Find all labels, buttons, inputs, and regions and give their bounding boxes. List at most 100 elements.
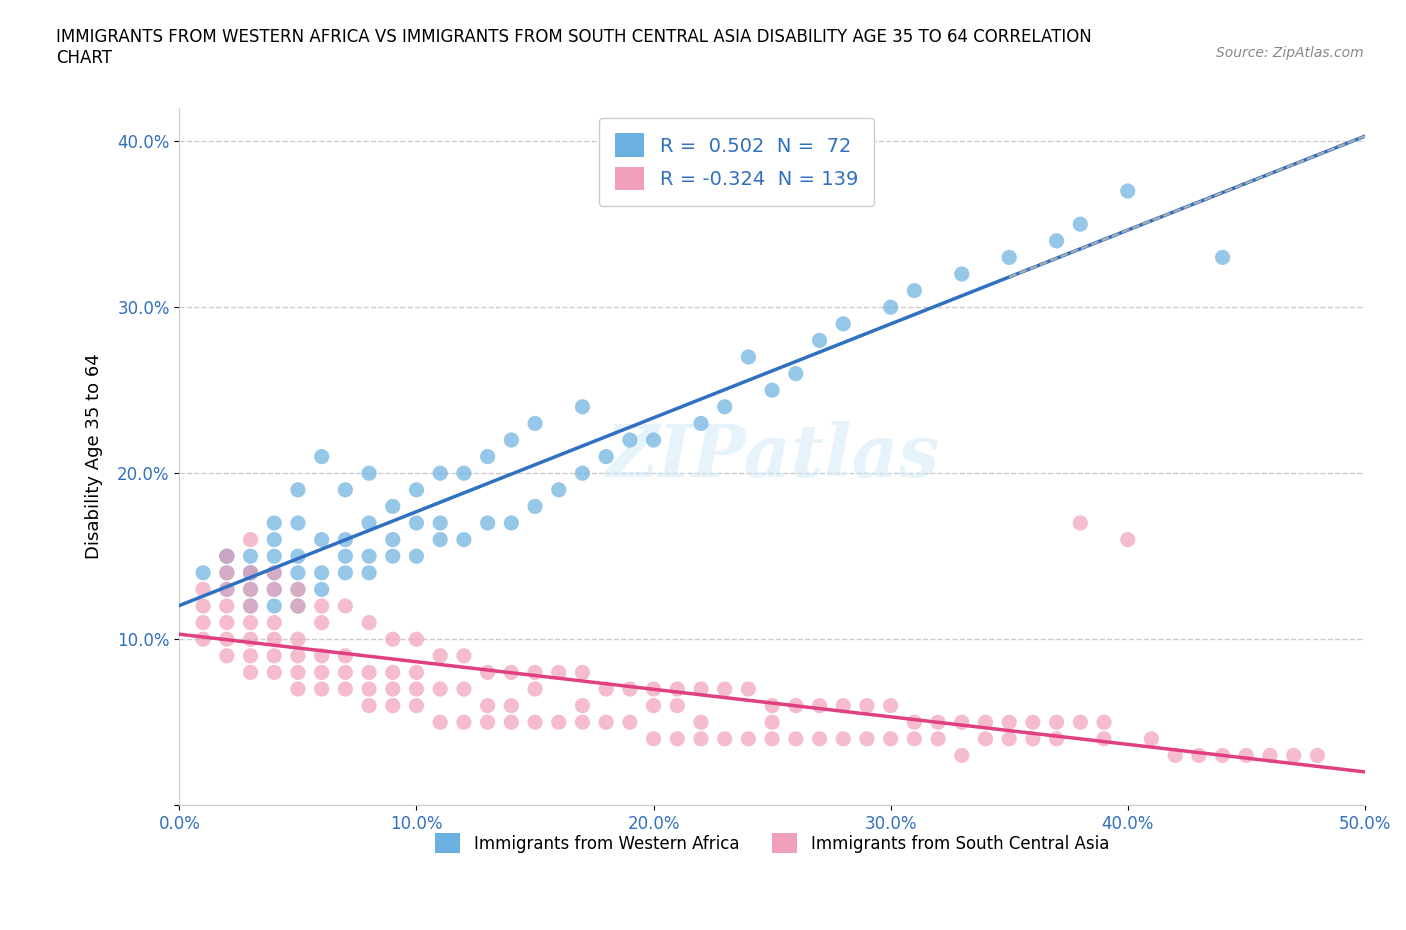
Point <box>808 731 831 746</box>
Point <box>1045 715 1067 730</box>
Point <box>263 582 285 597</box>
Point <box>453 682 475 697</box>
Point <box>619 715 641 730</box>
Point <box>311 665 333 680</box>
Point <box>643 731 665 746</box>
Point <box>405 698 427 713</box>
Text: ZIPatlas: ZIPatlas <box>605 421 939 492</box>
Point <box>477 449 499 464</box>
Point <box>595 682 617 697</box>
Point <box>501 665 523 680</box>
Point <box>547 715 569 730</box>
Point <box>263 532 285 547</box>
Point <box>239 549 262 564</box>
Point <box>477 698 499 713</box>
Point <box>263 565 285 580</box>
Point <box>287 682 309 697</box>
Point <box>215 582 238 597</box>
Point <box>263 631 285 646</box>
Point <box>1069 217 1091 232</box>
Point <box>927 715 949 730</box>
Point <box>311 532 333 547</box>
Point <box>761 698 783 713</box>
Point <box>501 432 523 447</box>
Point <box>381 499 404 514</box>
Point <box>263 565 285 580</box>
Point <box>191 582 214 597</box>
Point <box>1045 233 1067 248</box>
Point <box>1234 748 1257 763</box>
Point <box>287 483 309 498</box>
Point <box>335 549 357 564</box>
Point <box>311 449 333 464</box>
Point <box>359 665 381 680</box>
Point <box>808 698 831 713</box>
Point <box>998 731 1021 746</box>
Point <box>405 631 427 646</box>
Point <box>311 565 333 580</box>
Point <box>405 682 427 697</box>
Point <box>215 565 238 580</box>
Point <box>571 715 593 730</box>
Point <box>311 599 333 614</box>
Point <box>263 515 285 530</box>
Point <box>311 582 333 597</box>
Point <box>595 449 617 464</box>
Point <box>1092 731 1115 746</box>
Point <box>643 682 665 697</box>
Point <box>950 715 973 730</box>
Point <box>1045 731 1067 746</box>
Point <box>429 715 451 730</box>
Point <box>453 648 475 663</box>
Point <box>215 549 238 564</box>
Point <box>761 383 783 398</box>
Point <box>643 432 665 447</box>
Point <box>239 565 262 580</box>
Point <box>359 682 381 697</box>
Point <box>191 565 214 580</box>
Point <box>239 599 262 614</box>
Point <box>263 615 285 630</box>
Point <box>737 731 759 746</box>
Point <box>713 682 735 697</box>
Point <box>381 682 404 697</box>
Point <box>263 582 285 597</box>
Point <box>429 515 451 530</box>
Point <box>359 615 381 630</box>
Point <box>311 615 333 630</box>
Point <box>191 615 214 630</box>
Point <box>477 665 499 680</box>
Point <box>405 515 427 530</box>
Point <box>619 682 641 697</box>
Point <box>191 631 214 646</box>
Point <box>215 549 238 564</box>
Point <box>524 665 547 680</box>
Point <box>287 515 309 530</box>
Point <box>381 549 404 564</box>
Point <box>215 599 238 614</box>
Point <box>311 648 333 663</box>
Point <box>998 250 1021 265</box>
Point <box>737 350 759 365</box>
Point <box>856 731 879 746</box>
Point <box>927 731 949 746</box>
Point <box>690 715 713 730</box>
Point <box>1164 748 1187 763</box>
Point <box>1022 715 1045 730</box>
Point <box>477 515 499 530</box>
Point <box>1116 532 1139 547</box>
Point <box>1069 715 1091 730</box>
Point <box>429 532 451 547</box>
Point <box>643 698 665 713</box>
Point <box>690 416 713 431</box>
Point <box>191 599 214 614</box>
Point <box>287 565 309 580</box>
Point <box>215 631 238 646</box>
Point <box>239 565 262 580</box>
Point <box>359 466 381 481</box>
Point <box>571 665 593 680</box>
Point <box>239 631 262 646</box>
Point <box>832 731 855 746</box>
Point <box>501 715 523 730</box>
Point <box>808 333 831 348</box>
